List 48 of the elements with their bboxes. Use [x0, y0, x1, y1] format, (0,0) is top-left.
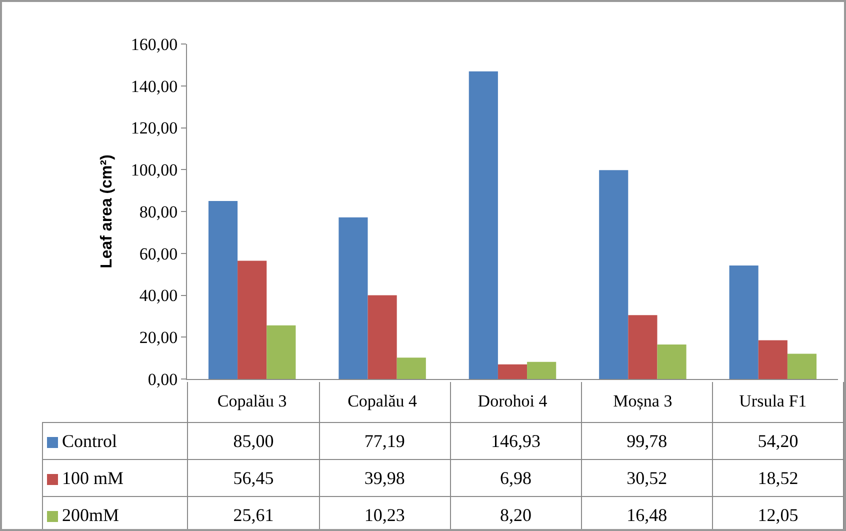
bar	[729, 266, 758, 379]
data-label: 25,61	[188, 496, 320, 531]
bar	[599, 170, 628, 379]
y-axis-title: Leaf area (cm²)	[98, 154, 116, 268]
data-label: 39,98	[319, 460, 450, 496]
x-tick-label: Copalău 4	[348, 391, 418, 410]
data-label: 54,20	[712, 422, 844, 460]
y-tick-label: 160,00	[130, 34, 178, 54]
bar	[338, 217, 368, 379]
data-label: 10,23	[319, 496, 450, 531]
bar	[758, 340, 788, 379]
data-label: 56,45	[188, 460, 320, 496]
bar	[498, 364, 528, 379]
y-tick-label: 80,00	[139, 202, 178, 222]
legend-label: 200mM	[42, 496, 188, 531]
data-label: 12,05	[712, 496, 844, 531]
legend-label: Control	[42, 422, 188, 460]
data-label: 85,00	[188, 422, 320, 460]
x-tick-label: Dorohoi 4	[478, 391, 548, 410]
data-label: 99,78	[581, 422, 712, 460]
data-label: 6,98	[450, 460, 582, 496]
y-tick-label: 100,00	[130, 160, 178, 180]
data-label: 16,48	[581, 496, 712, 531]
bar	[628, 315, 658, 379]
bar	[238, 260, 267, 379]
y-tick-label: 140,00	[130, 76, 178, 96]
legend-label: 100 mM	[42, 460, 188, 496]
x-tick-label: Moșna 3	[613, 391, 672, 410]
y-tick-label: 0,00	[148, 370, 178, 389]
data-label: 146,93	[450, 422, 582, 460]
bar	[787, 354, 817, 379]
y-tick-label: 20,00	[139, 328, 178, 348]
bar	[527, 362, 556, 379]
bar	[208, 201, 238, 379]
data-label: 8,20	[450, 496, 582, 531]
x-tick-label: Copalău 3	[217, 391, 287, 410]
data-label: 18,52	[712, 460, 844, 496]
bar	[396, 358, 426, 379]
x-tick-label: Ursula F1	[739, 391, 807, 410]
y-tick-label: 120,00	[130, 118, 178, 138]
y-tick-label: 60,00	[139, 244, 178, 264]
bar	[468, 71, 498, 379]
data-label: 30,52	[581, 460, 712, 496]
bar	[368, 295, 397, 379]
bar	[657, 344, 686, 379]
data-label: 77,19	[319, 422, 450, 460]
y-tick-label: 40,00	[139, 286, 178, 306]
bar	[266, 325, 296, 379]
